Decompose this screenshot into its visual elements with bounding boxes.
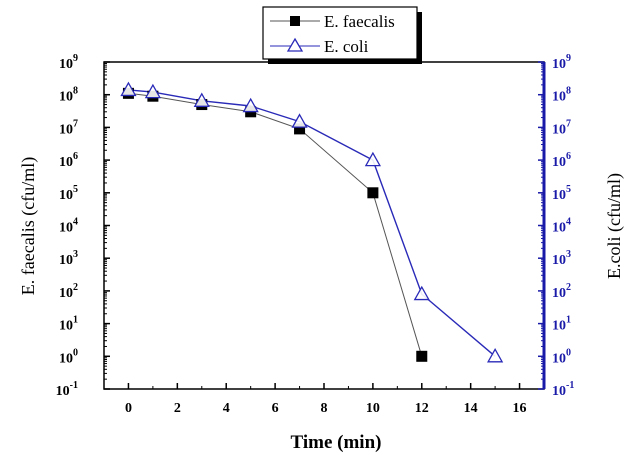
point-e-coli bbox=[291, 113, 308, 128]
point-e-faecalis bbox=[416, 350, 428, 362]
right-tick-label: 105 bbox=[552, 184, 571, 203]
series-lines bbox=[128, 89, 496, 357]
left-tick-label: 109 bbox=[59, 53, 78, 72]
legend-label-e-faecalis: E. faecalis bbox=[324, 12, 395, 31]
left-tick-label: 105 bbox=[59, 184, 78, 203]
point-e-coli bbox=[193, 92, 210, 107]
left-axis-ticks: 10-1 100 101 102 103 104 105 106 107 108 109 bbox=[56, 53, 110, 399]
plot-frame bbox=[103, 61, 545, 390]
point-e-coli bbox=[364, 151, 381, 167]
x-tick-label: 2 bbox=[174, 401, 181, 416]
x-tick-label: 16 bbox=[513, 401, 527, 416]
left-tick-label: 100 bbox=[59, 347, 78, 366]
legend-marker-e-faecalis bbox=[290, 16, 300, 26]
legend: E. faecalis E. coli bbox=[262, 6, 422, 64]
point-e-coli bbox=[242, 97, 259, 113]
point-e-faecalis bbox=[367, 187, 379, 199]
x-tick-label: 6 bbox=[272, 401, 279, 416]
left-axis-label: E. faecalis (cfu/ml) bbox=[18, 157, 39, 295]
right-tick-label: 102 bbox=[552, 282, 571, 301]
left-tick-label: 10-1 bbox=[56, 380, 78, 399]
right-tick-label: 106 bbox=[552, 151, 571, 170]
x-tick-label: 12 bbox=[415, 401, 429, 416]
x-axis-label: Time (min) bbox=[291, 432, 382, 453]
left-tick-label: 103 bbox=[59, 249, 78, 268]
point-e-coli bbox=[413, 285, 430, 301]
point-e-coli bbox=[120, 81, 137, 97]
left-tick-label: 101 bbox=[59, 315, 78, 334]
left-tick-label: 106 bbox=[59, 151, 78, 170]
point-e-coli bbox=[487, 347, 504, 363]
x-tick-label: 0 bbox=[125, 401, 132, 416]
series-markers bbox=[120, 81, 504, 363]
right-tick-label: 100 bbox=[552, 347, 571, 366]
series-line-e-coli bbox=[128, 89, 496, 357]
x-tick-label: 10 bbox=[366, 401, 380, 416]
left-tick-label: 107 bbox=[59, 118, 78, 137]
legend-marker-e-coli bbox=[286, 37, 304, 52]
right-tick-label: 108 bbox=[552, 86, 571, 105]
right-tick-label: 10-1 bbox=[552, 380, 574, 399]
point-e-coli bbox=[144, 83, 161, 99]
right-tick-label: 101 bbox=[552, 315, 571, 334]
right-tick-label: 107 bbox=[552, 118, 571, 137]
point-e-faecalis bbox=[294, 123, 306, 135]
right-tick-label: 109 bbox=[552, 53, 571, 72]
series-line-e-faecalis bbox=[128, 92, 423, 357]
right-tick-label: 104 bbox=[552, 217, 571, 236]
x-tick-label: 14 bbox=[464, 401, 478, 416]
x-axis-ticks: 0 2 4 6 8 10 12 14 16 bbox=[125, 383, 527, 416]
left-tick-label: 108 bbox=[59, 86, 78, 105]
legend-label-e-coli: E. coli bbox=[324, 37, 369, 56]
left-tick-label: 104 bbox=[59, 217, 78, 236]
left-tick-label: 102 bbox=[59, 282, 78, 301]
right-tick-label: 103 bbox=[552, 249, 571, 268]
right-axis-label: E.coli (cfu/ml) bbox=[604, 173, 625, 279]
x-tick-label: 8 bbox=[321, 401, 328, 416]
x-tick-label: 4 bbox=[223, 401, 230, 416]
